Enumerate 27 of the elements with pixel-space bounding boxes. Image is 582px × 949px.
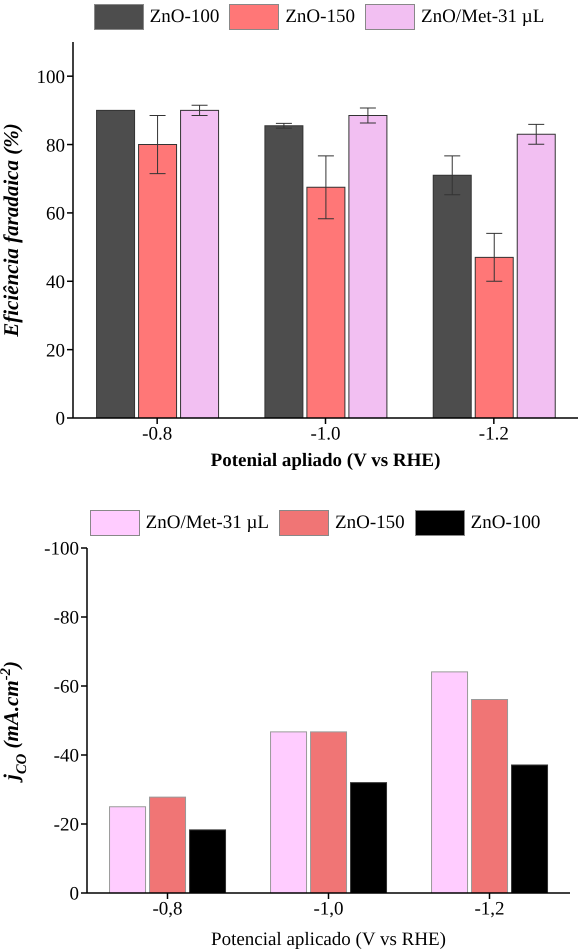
x-tick-label: -0.8: [142, 423, 172, 444]
x-axis-title: Potenial apliado (V vs RHE): [210, 450, 440, 471]
legend-label: ZnO-100: [150, 6, 220, 28]
legend-label: ZnO-100: [470, 512, 540, 534]
x-tick-label: -1,0: [313, 898, 344, 920]
x-tick-label: -1.0: [310, 423, 341, 444]
legend-label: ZnO/Met-31 µL: [420, 6, 544, 28]
y-tick-label: -80: [54, 608, 79, 629]
legend-label: ZnO-150: [285, 6, 355, 28]
y-tick-label: 60: [46, 204, 65, 225]
x-axis-title: Potencial aplicado (V vs RHE): [211, 929, 446, 949]
y-tick-label: -20: [54, 814, 79, 836]
y-tick-label: 20: [46, 340, 65, 362]
y-tick-label: -100: [44, 538, 79, 560]
x-tick-label: -1,2: [474, 898, 505, 920]
legend-label: ZnO-150: [335, 512, 405, 534]
y-tick-label: -60: [54, 676, 79, 698]
y-tick-label: 0: [70, 884, 79, 905]
x-tick-label: -0,8: [152, 898, 183, 920]
x-tick-label: -1.2: [478, 423, 509, 444]
legend-label: ZnO/Met-31 µL: [146, 512, 270, 534]
y-tick-label: 0: [56, 408, 65, 430]
y-axis-title: Eficiência faradaica (%): [0, 123, 23, 338]
y-tick-label: 100: [36, 66, 65, 88]
y-tick-label: 40: [46, 272, 65, 294]
y-tick-label: -40: [54, 746, 79, 767]
y-tick-label: 80: [46, 135, 65, 156]
